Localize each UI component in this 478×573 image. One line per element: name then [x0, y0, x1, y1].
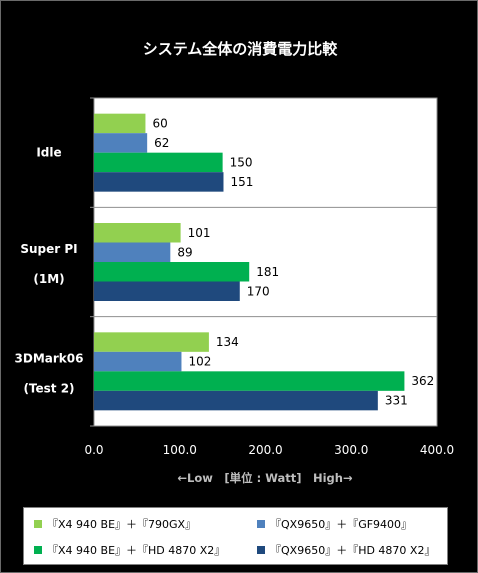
legend-label: 『X4 940 BE』＋『790GX』 [47, 518, 197, 531]
data-label: 151 [230, 175, 253, 189]
data-label: 150 [230, 155, 253, 169]
bar [94, 332, 209, 352]
category-label: Idle [36, 146, 61, 160]
legend-item: 『QX9650』＋『GF9400』 [257, 516, 412, 532]
legend-item: 『X4 940 BE』＋『HD 4870 X2』 [34, 542, 225, 558]
grid-lines [90, 97, 437, 427]
bar [94, 390, 378, 411]
legend-item: 『X4 940 BE』＋『790GX』 [34, 516, 196, 532]
data-label: 89 [177, 245, 192, 259]
category-labels: Idle Super PI (1M) 3DMark06 (Test 2) [15, 146, 84, 396]
data-label: 62 [154, 136, 169, 150]
category-label: 3DMark06 [15, 351, 84, 365]
bar [94, 242, 171, 262]
x-tick-label: 100.0 [163, 443, 197, 457]
legend-label: 『X4 940 BE』＋『HD 4870 X2』 [47, 544, 226, 557]
data-label: 331 [385, 394, 408, 408]
x-tick-label: 400.0 [420, 443, 454, 457]
legend-swatch [34, 520, 42, 528]
x-tick-label: 200.0 [248, 443, 282, 457]
bar [94, 262, 250, 282]
data-label: 101 [188, 226, 211, 240]
legend-label: 『QX9650』＋『GF9400』 [270, 518, 413, 531]
data-label: 170 [247, 284, 270, 298]
data-label: 102 [188, 355, 211, 369]
data-label: 181 [256, 265, 279, 279]
legend-swatch [34, 546, 42, 554]
data-label: 134 [216, 335, 239, 349]
category-label-sub: (Test 2) [23, 381, 74, 395]
category-label: Super PI [20, 242, 77, 256]
bar [94, 281, 240, 301]
chart-title: システム全体の消費電力比較 [143, 40, 339, 58]
data-label: 60 [152, 116, 167, 130]
bars [94, 113, 405, 411]
legend-swatch [257, 520, 265, 528]
category-label-sub: (1M) [33, 272, 64, 286]
bar [94, 113, 146, 134]
legend-item: 『QX9650』＋『HD 4870 X2』 [257, 542, 435, 558]
bar [94, 152, 223, 173]
x-tick-label: 300.0 [334, 443, 368, 457]
bar [94, 133, 148, 153]
value-labels: 60 101 134 62 89 102 150 181 362 151 170 331 [152, 116, 434, 407]
legend-label: 『QX9650』＋『HD 4870 X2』 [270, 544, 436, 557]
legend-swatch [257, 546, 265, 554]
x-tick-label: 0.0 [84, 443, 103, 457]
bar [94, 172, 224, 192]
bar [94, 223, 181, 243]
x-axis-label: ←Low [単位 : Watt] High→ [177, 471, 353, 485]
data-label: 362 [411, 374, 434, 388]
bar [94, 371, 405, 391]
bar [94, 351, 182, 372]
legend: 『X4 940 BE』＋『790GX』 『QX9650』＋『GF9400』『X4 … [23, 507, 448, 565]
x-tick-labels: 0.0 100.0 200.0 300.0 400.0 [84, 443, 454, 457]
